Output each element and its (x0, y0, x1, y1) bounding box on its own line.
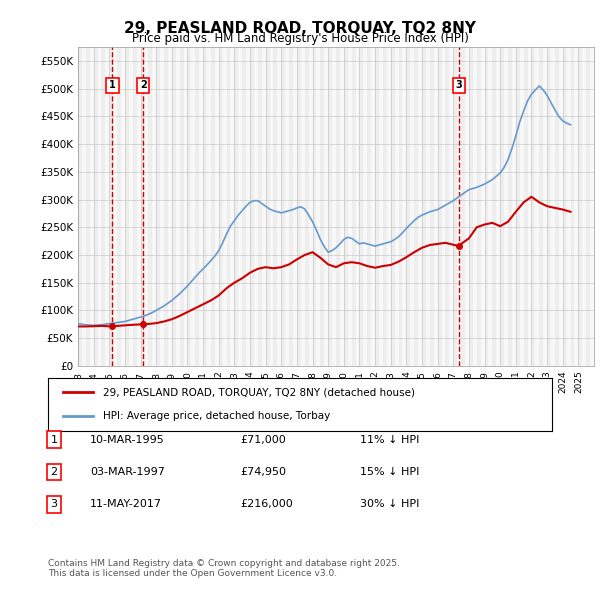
Bar (78, 47, 82, 366)
Text: HPI: Average price, detached house, Torbay: HPI: Average price, detached house, Torb… (103, 411, 331, 421)
Text: Contains HM Land Registry data © Crown copyright and database right 2025.
This d: Contains HM Land Registry data © Crown c… (48, 559, 400, 578)
Bar (328, 47, 332, 366)
Bar (195, 47, 199, 366)
Text: Price paid vs. HM Land Registry's House Price Index (HPI): Price paid vs. HM Land Registry's House … (131, 32, 469, 45)
Bar (508, 47, 512, 366)
Text: 11-MAY-2017: 11-MAY-2017 (90, 500, 162, 509)
Bar (352, 47, 356, 366)
Bar (125, 47, 129, 366)
Bar (133, 47, 137, 366)
Bar (437, 47, 442, 366)
Bar (500, 47, 504, 366)
Bar (266, 47, 269, 366)
Bar (571, 47, 574, 366)
Bar (445, 47, 449, 366)
Bar (140, 47, 145, 366)
Bar (453, 47, 457, 366)
Bar (219, 47, 223, 366)
Bar (461, 47, 465, 366)
Bar (203, 47, 207, 366)
Bar (539, 47, 543, 366)
Bar (281, 47, 285, 366)
Bar (250, 47, 254, 366)
Bar (305, 47, 308, 366)
Bar (524, 47, 527, 366)
Bar (258, 47, 262, 366)
Bar (148, 47, 152, 366)
Bar (274, 47, 277, 366)
Bar (563, 47, 566, 366)
Bar (414, 47, 418, 366)
Bar (211, 47, 215, 366)
Bar (101, 47, 106, 366)
Bar (313, 47, 316, 366)
Bar (156, 47, 160, 366)
Bar (406, 47, 410, 366)
Bar (555, 47, 559, 366)
Bar (547, 47, 551, 366)
Bar (516, 47, 520, 366)
Bar (187, 47, 191, 366)
Bar (383, 47, 387, 366)
Bar (172, 47, 176, 366)
Bar (586, 47, 590, 366)
Bar (367, 47, 371, 366)
Bar (320, 47, 324, 366)
Bar (493, 47, 496, 366)
Bar (344, 47, 348, 366)
Text: 3: 3 (50, 500, 58, 509)
Bar (297, 47, 301, 366)
Bar (375, 47, 379, 366)
Text: £74,950: £74,950 (240, 467, 286, 477)
Text: £216,000: £216,000 (240, 500, 293, 509)
Bar (86, 47, 90, 366)
Text: 11% ↓ HPI: 11% ↓ HPI (360, 435, 419, 444)
Bar (578, 47, 582, 366)
Bar (227, 47, 230, 366)
Text: 15% ↓ HPI: 15% ↓ HPI (360, 467, 419, 477)
Text: 30% ↓ HPI: 30% ↓ HPI (360, 500, 419, 509)
Bar (430, 47, 434, 366)
Text: 1: 1 (50, 435, 58, 444)
Text: 3: 3 (455, 80, 462, 90)
Bar (398, 47, 403, 366)
Text: 1: 1 (109, 80, 116, 90)
Bar (117, 47, 121, 366)
Bar (391, 47, 395, 366)
Bar (164, 47, 168, 366)
Bar (469, 47, 473, 366)
Bar (359, 47, 364, 366)
Bar (422, 47, 426, 366)
Bar (94, 47, 98, 366)
Text: 29, PEASLAND ROAD, TORQUAY, TQ2 8NY (detached house): 29, PEASLAND ROAD, TORQUAY, TQ2 8NY (det… (103, 388, 415, 398)
Bar (109, 47, 113, 366)
Text: 10-MAR-1995: 10-MAR-1995 (90, 435, 165, 444)
Bar (532, 47, 535, 366)
Bar (235, 47, 238, 366)
Bar (179, 47, 184, 366)
Text: £71,000: £71,000 (240, 435, 286, 444)
Bar (477, 47, 481, 366)
Text: 03-MAR-1997: 03-MAR-1997 (90, 467, 165, 477)
Bar (289, 47, 293, 366)
Bar (242, 47, 246, 366)
Text: 2: 2 (50, 467, 58, 477)
Text: 2: 2 (140, 80, 146, 90)
Text: 29, PEASLAND ROAD, TORQUAY, TQ2 8NY: 29, PEASLAND ROAD, TORQUAY, TQ2 8NY (124, 21, 476, 35)
Bar (485, 47, 488, 366)
Bar (336, 47, 340, 366)
